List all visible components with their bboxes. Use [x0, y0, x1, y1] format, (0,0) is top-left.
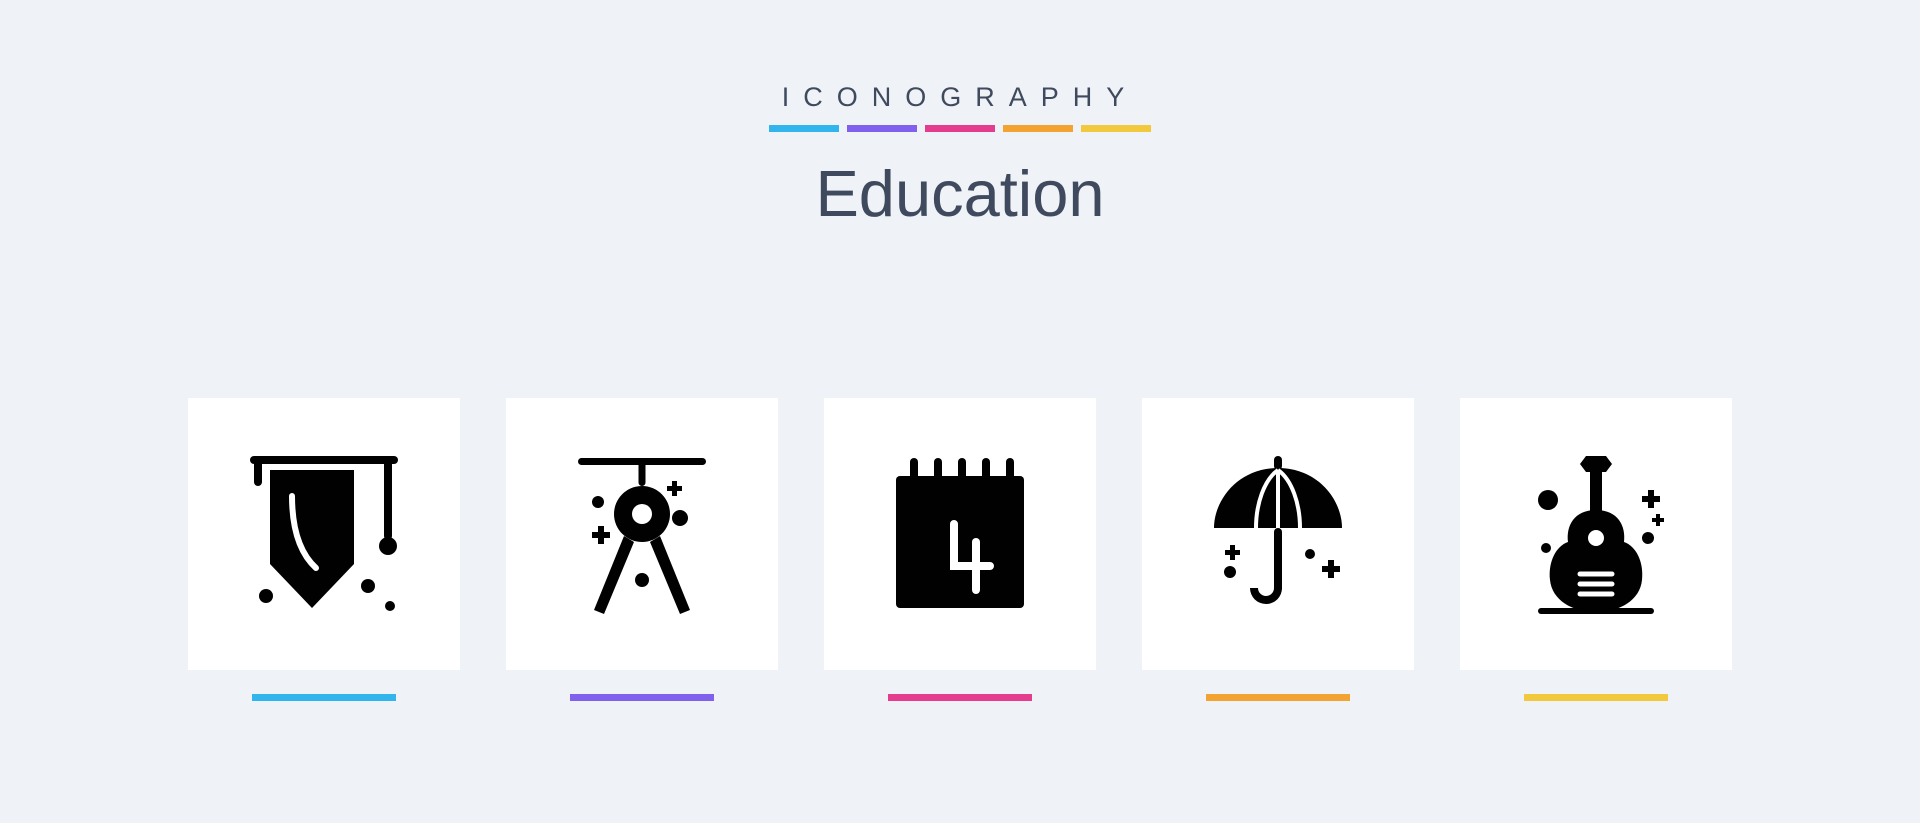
underline-guitar	[1524, 694, 1668, 701]
underline-umbrella	[1206, 694, 1350, 701]
card-umbrella	[1142, 398, 1414, 701]
icon-cards-row	[188, 398, 1732, 701]
calendar-icon	[872, 446, 1048, 622]
iconography-label: ICONOGRAPHY	[769, 82, 1151, 113]
stripe-1	[769, 125, 839, 132]
card-compass	[506, 398, 778, 701]
tile-guitar	[1460, 398, 1732, 670]
stripe-4	[1003, 125, 1073, 132]
accent-stripes	[769, 125, 1151, 132]
stripe-3	[925, 125, 995, 132]
tile-pennant	[188, 398, 460, 670]
guitar-icon	[1508, 446, 1684, 622]
card-guitar	[1460, 398, 1732, 701]
tile-umbrella	[1142, 398, 1414, 670]
header-block: ICONOGRAPHY Education	[769, 82, 1151, 231]
umbrella-icon	[1190, 446, 1366, 622]
pennant-icon	[236, 446, 412, 622]
pack-title: Education	[769, 156, 1151, 231]
stripe-2	[847, 125, 917, 132]
tile-compass	[506, 398, 778, 670]
underline-pennant	[252, 694, 396, 701]
card-calendar	[824, 398, 1096, 701]
compass-icon	[554, 446, 730, 622]
stripe-5	[1081, 125, 1151, 132]
tile-calendar	[824, 398, 1096, 670]
underline-compass	[570, 694, 714, 701]
underline-calendar	[888, 694, 1032, 701]
card-pennant	[188, 398, 460, 701]
